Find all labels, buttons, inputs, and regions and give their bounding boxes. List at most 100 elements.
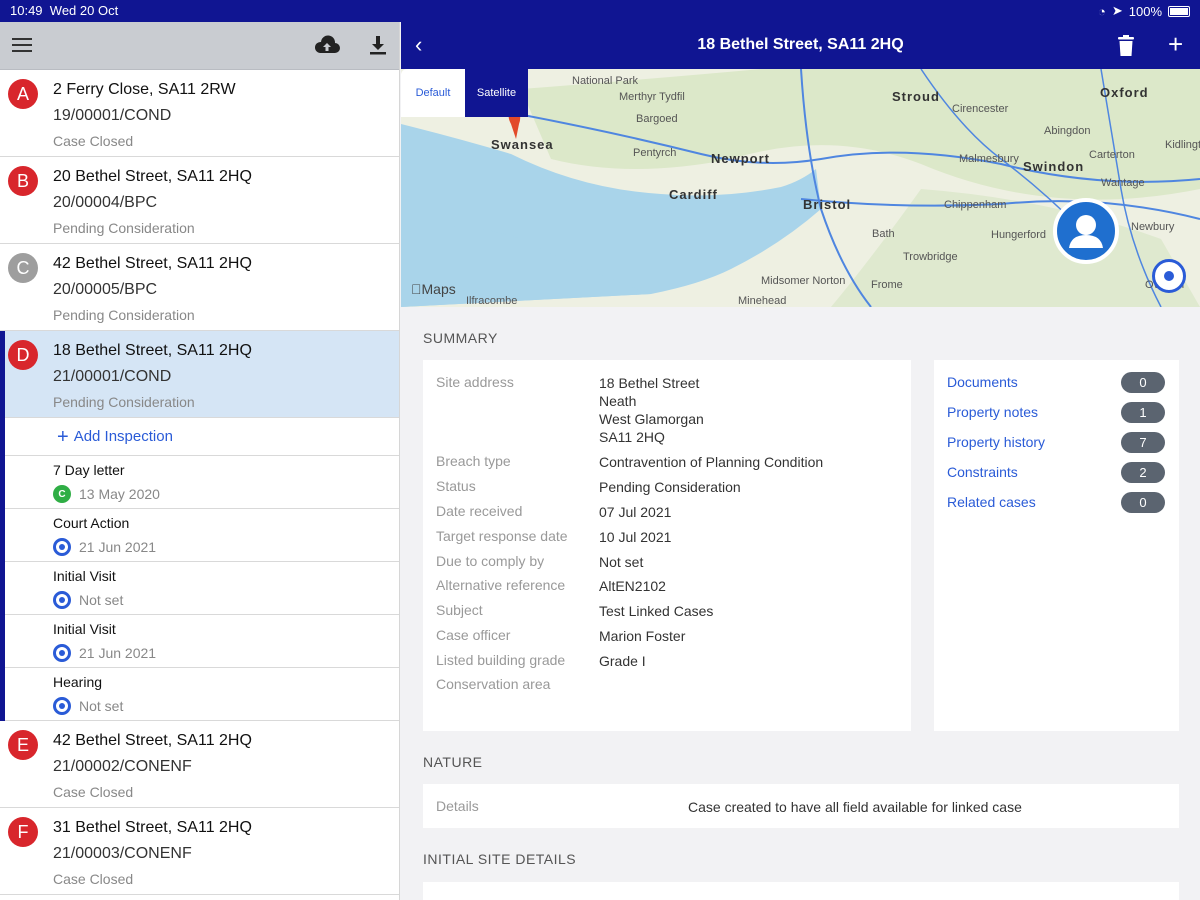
inspection-date-row: Not set — [53, 591, 123, 609]
apple-maps-attribution: Maps — [411, 281, 456, 297]
add-inspection-label: Add Inspection — [73, 428, 173, 445]
map-place-label: Bath — [872, 228, 895, 240]
map-place-label: Newport — [711, 151, 770, 166]
person-icon — [1069, 215, 1103, 248]
summary-field-label: Status — [436, 478, 476, 494]
map-place-label: Bargoed — [636, 113, 678, 125]
map-place-label: Stroud — [892, 89, 940, 104]
count-badge: 2 — [1121, 462, 1165, 483]
summary-field-label: Conservation area — [436, 676, 551, 692]
inspection-date: Not set — [79, 698, 124, 714]
case-item[interactable]: E 42 Bethel Street, SA11 2HQ 21/00002/CONE… — [0, 721, 399, 808]
menu-icon[interactable] — [12, 38, 32, 54]
case-reference: 21/00002/CONENF — [53, 758, 192, 775]
summary-field-label: Alternative reference — [436, 577, 566, 593]
map-satellite-tab[interactable]: Satellite — [465, 69, 528, 117]
case-reference: 19/00001/COND — [53, 107, 172, 124]
inspection-date: 21 Jun 2021 — [79, 645, 157, 661]
case-status: Case Closed — [53, 784, 134, 800]
summary-link[interactable]: Constraints — [947, 464, 1018, 480]
map-place-label: Frome — [871, 279, 903, 291]
summary-link-row[interactable]: Constraints 2 — [947, 462, 1165, 486]
count-badge: 0 — [1121, 492, 1165, 513]
map-place-label: Oxford — [1100, 85, 1149, 100]
case-reference: 21/00001/COND — [53, 368, 172, 385]
case-address: 2 Ferry Close, SA11 2RW — [53, 81, 236, 98]
map-place-label: Swansea — [491, 137, 554, 152]
inspection-name: Court Action — [53, 515, 130, 531]
case-reference: 21/00003/CONENF — [53, 845, 192, 862]
case-item[interactable]: A 2 Ferry Close, SA11 2RW 19/00001/COND Cas… — [0, 70, 399, 157]
inspection-date: 21 Jun 2021 — [79, 539, 157, 555]
summary-field-label: Date received — [436, 503, 523, 519]
case-status: Pending Consideration — [53, 220, 195, 236]
map-place-label: Trowbridge — [903, 251, 958, 263]
map-place-label: Cirencester — [952, 103, 1009, 115]
inspection-date: 13 May 2020 — [79, 486, 160, 502]
scheduled-icon — [53, 591, 71, 609]
map-default-tab[interactable]: Default — [401, 69, 465, 117]
case-list-top: A 2 Ferry Close, SA11 2RW 19/00001/COND Cas… — [0, 70, 399, 331]
scheduled-icon — [53, 644, 71, 662]
summary-heading: SUMMARY — [423, 330, 498, 346]
count-badge: 1 — [1121, 402, 1165, 423]
map-place-label: Kidlington — [1165, 139, 1200, 151]
map-place-label: Wantage — [1101, 177, 1145, 189]
case-item[interactable]: C 42 Bethel Street, SA11 2HQ 20/00005/BPC P… — [0, 244, 399, 331]
inspection-item[interactable]: Court Action 21 Jun 2021 — [0, 509, 399, 562]
inspection-item[interactable]: Hearing Not set — [0, 668, 399, 721]
summary-links-card: Documents 0 Property notes 1 Property histor… — [934, 360, 1179, 731]
summary-link[interactable]: Documents — [947, 374, 1018, 390]
summary-link-row[interactable]: Documents 0 — [947, 372, 1165, 396]
summary-field-label: Case officer — [436, 627, 511, 643]
map-place-label: Swindon — [1023, 159, 1085, 174]
summary-field-value: Contravention of Planning Condition — [599, 454, 824, 470]
map-place-label: Newbury — [1131, 221, 1175, 233]
case-item[interactable]: F 31 Bethel Street, SA11 2HQ 21/00003/CONE… — [0, 808, 399, 895]
case-marker-badge: C — [8, 253, 38, 283]
inspection-item[interactable]: Initial Visit 21 Jun 2021 — [0, 615, 399, 668]
case-marker-badge: A — [8, 79, 38, 109]
summary-field-label: Subject — [436, 602, 483, 618]
add-icon[interactable]: + — [1168, 29, 1184, 59]
download-icon[interactable] — [367, 34, 389, 56]
list-toolbar — [0, 22, 399, 70]
map-view[interactable]: Default Satellite National Park Merthyr T… — [401, 69, 1200, 307]
add-inspection-button[interactable]: + Add Inspection — [0, 418, 399, 456]
summary-link-row[interactable]: Property history 7 — [947, 432, 1165, 456]
map-place-label: Chippenham — [944, 199, 1007, 211]
trash-icon[interactable] — [1117, 35, 1135, 57]
map-type-segmented-control: Default Satellite — [401, 69, 528, 117]
case-marker-badge: D — [8, 340, 38, 370]
summary-field-label: Target response date — [436, 528, 568, 544]
initial-site-details-card — [423, 882, 1179, 900]
summary-card: Site address 18 Bethel Street Neath West … — [423, 360, 911, 731]
summary-field-value: Test Linked Cases — [599, 603, 714, 619]
inspection-item[interactable]: Initial Visit Not set — [0, 562, 399, 615]
map-place-label: Abingdon — [1044, 125, 1091, 137]
case-item-selected[interactable]: D 18 Bethel Street, SA11 2HQ 21/00001/CO… — [0, 331, 399, 418]
summary-link-row[interactable]: Property notes 1 — [947, 402, 1165, 426]
initial-site-details-heading: INITIAL SITE DETAILS — [423, 851, 577, 867]
summary-link[interactable]: Property notes — [947, 404, 1039, 420]
summary-field-value: 07 Jul 2021 — [599, 504, 672, 520]
summary-link-row[interactable]: Related cases 0 — [947, 492, 1165, 516]
locate-me-icon[interactable] — [1152, 259, 1186, 293]
summary-link[interactable]: Property history — [947, 434, 1046, 450]
battery-icon — [1168, 5, 1190, 17]
completed-icon: C — [53, 485, 71, 503]
summary-field-value: 10 Jul 2021 — [599, 529, 672, 545]
inspection-date-row: Not set — [53, 697, 123, 715]
case-item[interactable]: B 20 Bethel Street, SA11 2HQ 20/00004/BPC P… — [0, 157, 399, 244]
summary-link[interactable]: Related cases — [947, 494, 1036, 510]
case-list-bottom: E 42 Bethel Street, SA11 2HQ 21/00002/CONE… — [0, 721, 399, 895]
inspection-item[interactable]: 7 Day letter C 13 May 2020 — [0, 456, 399, 509]
count-badge: 7 — [1121, 432, 1165, 453]
cloud-upload-icon[interactable] — [313, 34, 341, 56]
plus-icon: + — [57, 425, 69, 448]
user-location-avatar[interactable] — [1053, 198, 1119, 264]
nature-details-label: Details — [436, 798, 479, 814]
selection-indicator — [0, 331, 5, 721]
back-chevron-icon[interactable]: ‹ — [415, 32, 423, 57]
case-address: 31 Bethel Street, SA11 2HQ — [53, 819, 252, 836]
